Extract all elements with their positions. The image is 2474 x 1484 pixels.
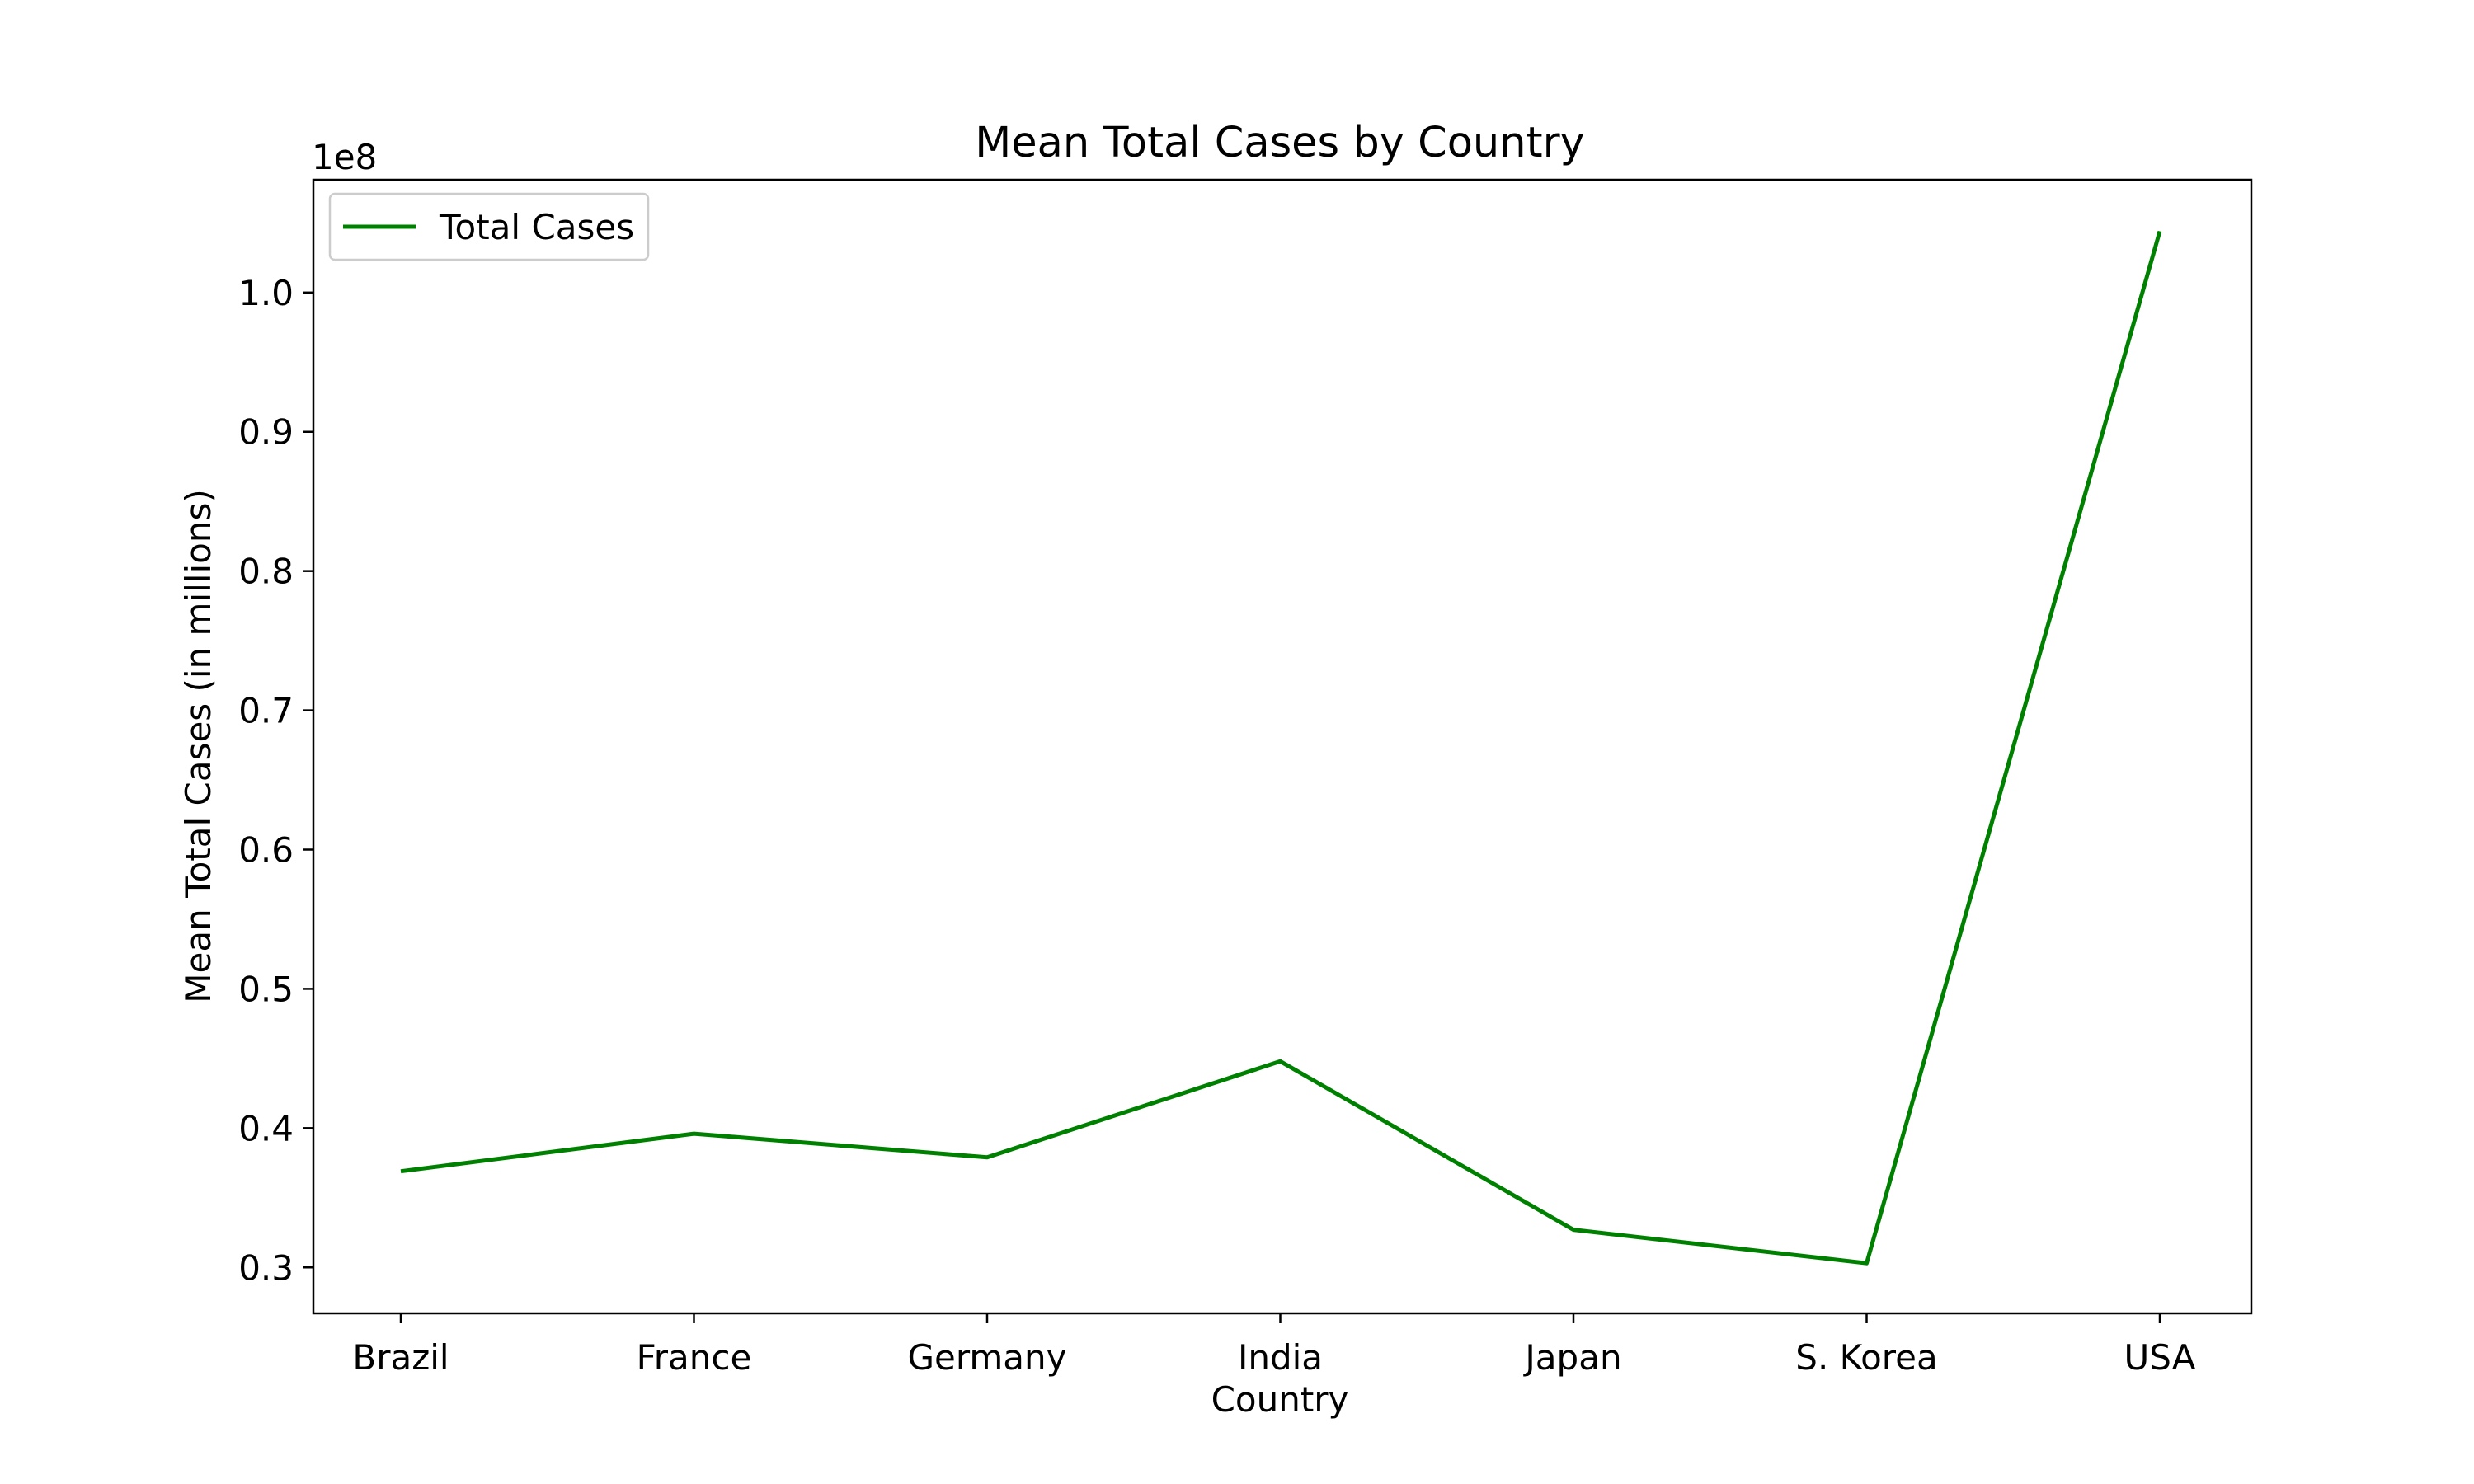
x-tick-label: Germany [907, 1337, 1066, 1378]
y-tick-label: 0.3 [238, 1247, 294, 1288]
legend-box [328, 192, 650, 261]
series-line-total-cases [400, 230, 2162, 1266]
y-tick-label: 0.6 [238, 830, 294, 871]
plot-frame [312, 178, 2253, 1315]
x-tick-label: Brazil [352, 1337, 449, 1378]
x-tick-label: India [1238, 1337, 1323, 1378]
plot-area [400, 230, 2162, 1266]
y-tick-label: 0.4 [238, 1108, 294, 1148]
y-axis: 0.3 0.4 0.5 0.6 0.7 0.8 0.9 1.0 [238, 273, 313, 1288]
x-tick-label: S. Korea [1795, 1337, 1937, 1378]
y-tick-label: 1.0 [238, 273, 294, 313]
x-axis: Brazil France Germany India Japan S. Korea USA [352, 1313, 2196, 1378]
y-tick-label: 0.9 [238, 412, 294, 453]
x-axis-title: Country [1211, 1379, 1349, 1420]
y-axis-title: Mean Total Cases (in millions) [178, 489, 219, 1003]
x-tick-label: USA [2124, 1337, 2196, 1378]
y-offset-label: 1e8 [312, 137, 377, 177]
x-tick-label: France [637, 1337, 752, 1378]
y-tick-label: 0.8 [238, 552, 294, 592]
legend-label: Total Cases [439, 207, 634, 247]
chart-title: Mean Total Cases by Country [975, 119, 1584, 167]
y-tick-label: 0.5 [238, 969, 294, 1009]
x-tick-label: Japan [1522, 1337, 1621, 1378]
legend: Total Cases [328, 192, 650, 261]
y-tick-label: 0.7 [238, 691, 294, 731]
